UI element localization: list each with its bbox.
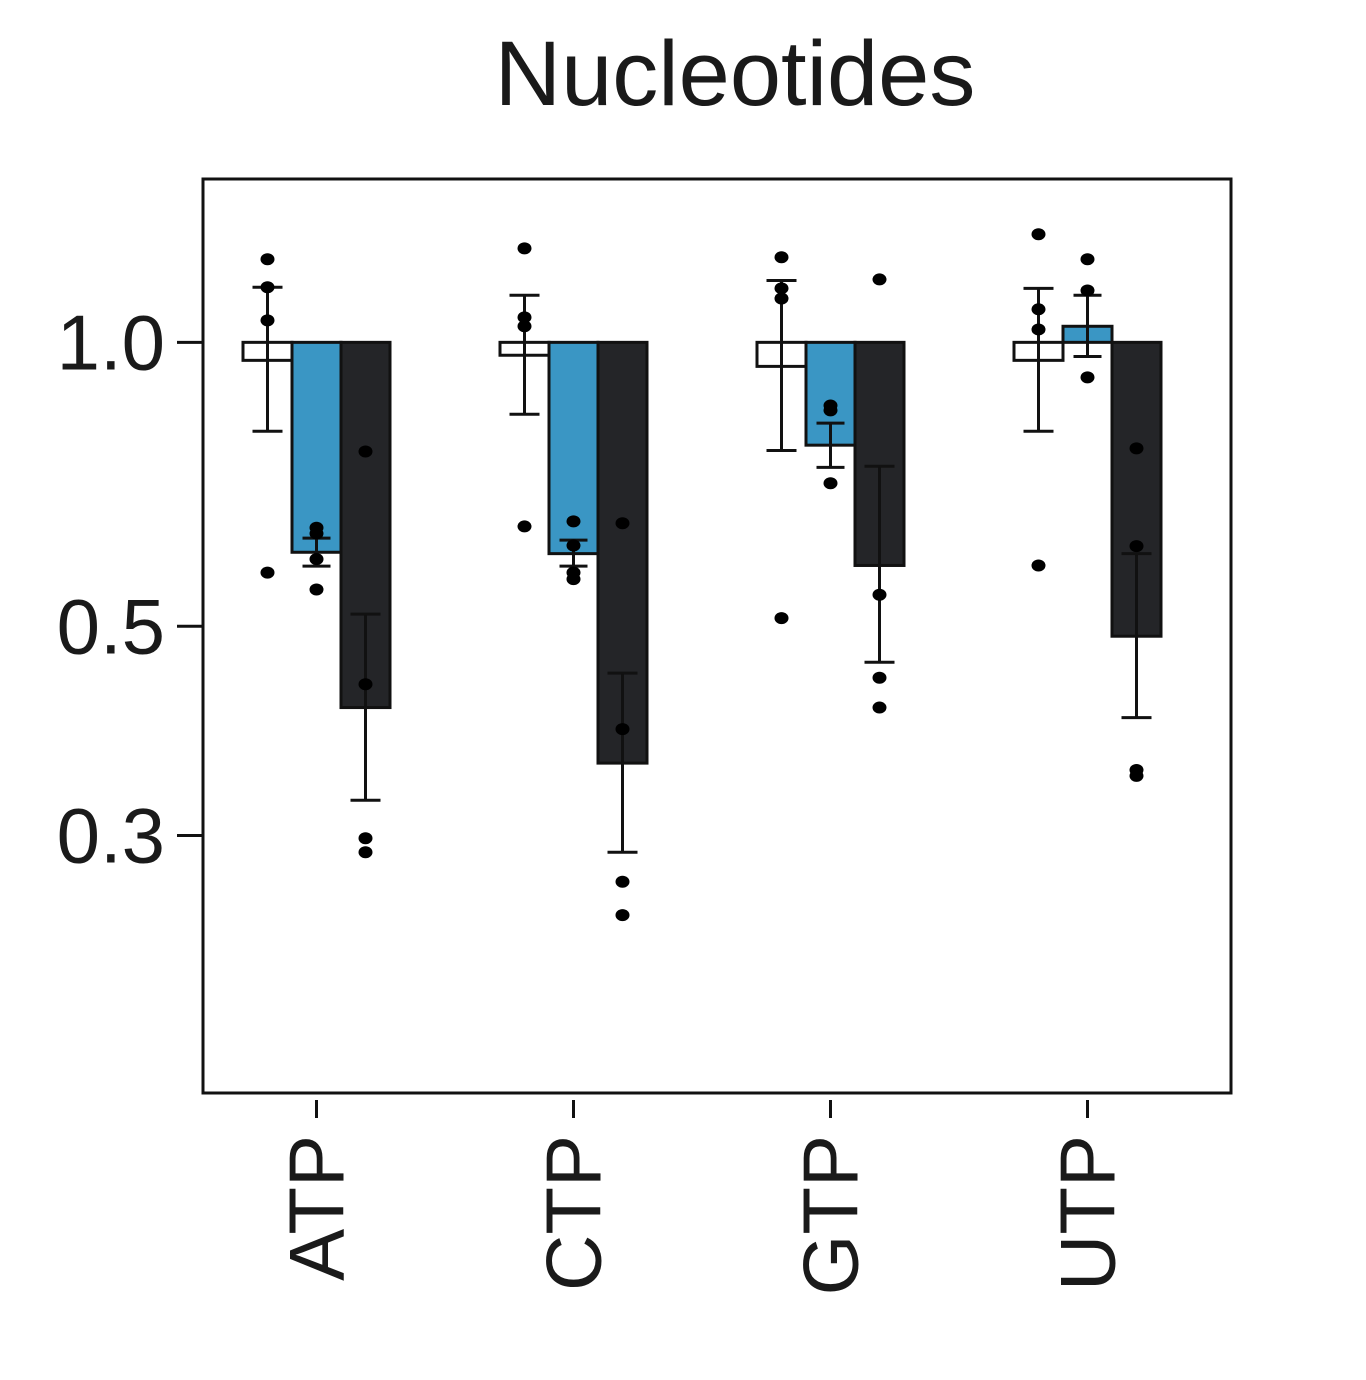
data-point: [358, 846, 373, 859]
y-tick-label: 1.0: [57, 298, 165, 386]
y-tick-label: 0.3: [57, 792, 165, 880]
data-point: [872, 671, 887, 684]
data-point: [1031, 559, 1046, 572]
data-point: [823, 404, 838, 417]
data-point: [774, 612, 789, 625]
data-point: [1080, 253, 1095, 266]
data-point: [872, 701, 887, 714]
data-point: [260, 253, 275, 266]
data-point: [260, 314, 275, 327]
data-point: [358, 832, 373, 845]
data-point: [774, 292, 789, 305]
x-tick-label: UTP: [1044, 1135, 1132, 1291]
data-point: [1080, 284, 1095, 297]
data-point: [260, 566, 275, 579]
chart-title: Nucleotides: [495, 23, 976, 125]
data-point: [1031, 303, 1046, 316]
data-point: [517, 242, 532, 255]
x-tick-label: CTP: [530, 1135, 618, 1291]
y-tick-label: 0.5: [57, 582, 165, 670]
data-point: [615, 909, 630, 922]
error-bar: [607, 671, 638, 854]
data-point: [566, 573, 581, 586]
data-point: [1031, 228, 1046, 241]
data-point: [774, 282, 789, 295]
data-point: [1080, 371, 1095, 384]
data-point: [615, 875, 630, 888]
data-point: [517, 520, 532, 533]
data-point: [615, 517, 630, 530]
data-point: [309, 583, 324, 596]
data-point: [823, 477, 838, 490]
data-point: [566, 539, 581, 552]
error-bar: [1121, 552, 1152, 720]
error-bar: [816, 421, 845, 469]
data-point: [260, 281, 275, 294]
data-point: [517, 311, 532, 324]
data-point: [1129, 442, 1144, 455]
x-tick-label: GTP: [787, 1135, 875, 1295]
error-bar: [864, 464, 895, 664]
data-point: [566, 515, 581, 528]
data-point: [358, 678, 373, 691]
error-bar: [766, 278, 797, 452]
data-point: [1031, 323, 1046, 336]
data-point: [517, 320, 532, 333]
data-point: [872, 273, 887, 286]
data-point: [872, 588, 887, 601]
data-point: [309, 553, 324, 566]
error-bar: [350, 612, 381, 802]
data-point: [358, 445, 373, 458]
x-tick-label: ATP: [273, 1135, 361, 1281]
data-point: [615, 723, 630, 736]
data-point: [774, 251, 789, 264]
data-point: [309, 527, 324, 540]
data-point: [1129, 540, 1144, 553]
data-point: [1129, 769, 1144, 782]
bar: [290, 340, 343, 554]
plot-frame: [201, 177, 1233, 1095]
